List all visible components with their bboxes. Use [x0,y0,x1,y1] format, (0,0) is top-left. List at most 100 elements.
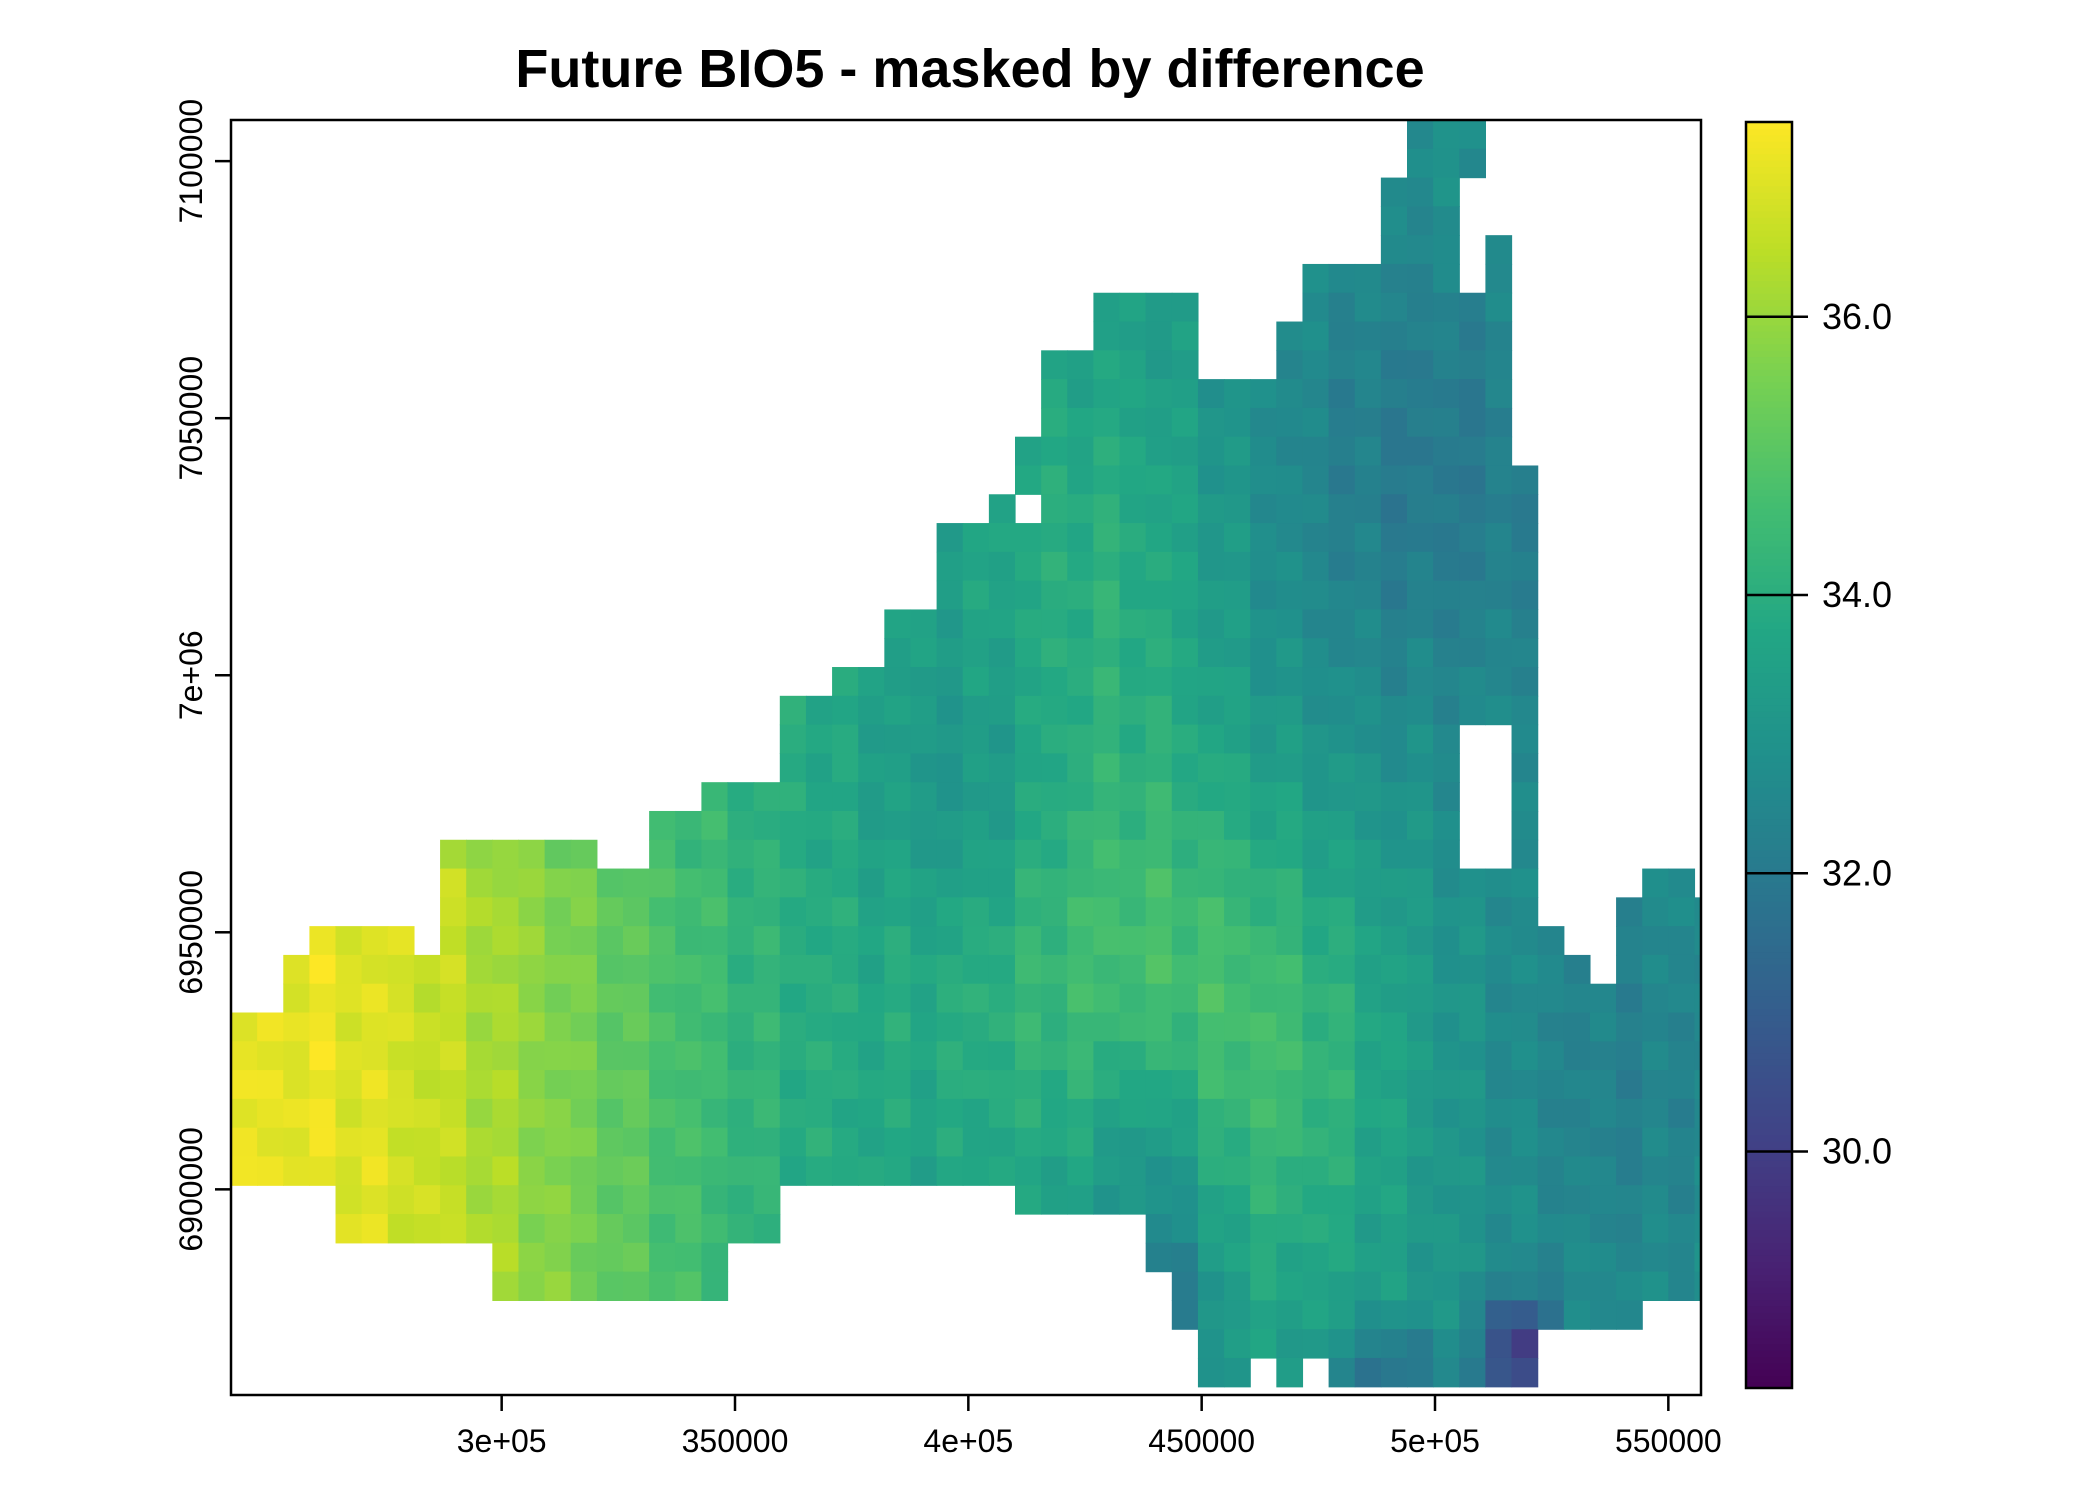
raster-cell [1407,782,1434,812]
raster-cell [1459,1070,1486,1100]
raster-cell [1015,1127,1042,1158]
raster-cell [1276,868,1304,898]
raster-cell [544,954,572,985]
raster-cell [1328,321,1356,351]
raster-cell [988,1070,1016,1100]
raster-cell [1276,609,1304,639]
raster-cell [466,1098,493,1129]
raster-cell [570,1214,598,1244]
raster-cell [1197,1329,1225,1359]
colorbar-segment [1746,577,1792,585]
raster-cell [1171,897,1199,927]
raster-cell [544,1214,572,1244]
raster-cell [283,1127,310,1158]
colorbar-segment [1746,1008,1792,1016]
raster-cell [623,1012,650,1042]
raster-cell [596,1271,624,1301]
raster-cell [1354,1271,1382,1301]
raster-cell [753,1156,781,1186]
raster-cell [1328,897,1356,927]
colorbar-segment [1746,267,1792,275]
raster-cell [623,954,650,985]
raster-cell [1276,436,1304,467]
raster-cell [1354,1329,1382,1359]
raster-cell [1302,1098,1330,1129]
raster-cell [1145,724,1173,754]
colorbar-segment [1746,818,1792,826]
colorbar-segment [1746,1210,1792,1218]
raster-cell [623,1242,650,1273]
raster-cell [1433,839,1460,870]
raster-cell [1433,580,1460,611]
raster-cell [596,1156,624,1186]
raster-cell [779,983,807,1014]
raster-cell [753,868,781,898]
x-tick-label: 3e+05 [457,1423,547,1459]
raster-cell [1328,407,1356,438]
raster-cell [335,954,363,985]
raster-cell [1328,695,1356,726]
raster-cell [1250,436,1277,467]
raster-cell [1433,465,1460,495]
raster-cell [1250,724,1277,754]
raster-cell [1380,292,1408,323]
raster-cell [1302,868,1330,898]
raster-cell [1380,321,1408,351]
raster-cell [1197,897,1225,927]
raster-cell [1145,523,1173,553]
colorbar-segment [1746,216,1792,225]
raster-cell [1511,1329,1539,1359]
raster-cell [466,1012,493,1042]
raster-cell [1224,1098,1251,1129]
raster-cell [570,1098,598,1129]
raster-cell [1328,638,1356,668]
raster-cell [1511,494,1539,524]
raster-cell [832,897,859,927]
raster-cell [1459,321,1486,351]
raster-cell [1276,465,1304,495]
colorbar-segment [1746,894,1792,902]
colorbar-segment [1746,1286,1792,1294]
raster-cell [1119,465,1147,495]
raster-cell [1302,580,1330,611]
raster-cell [832,1041,859,1071]
raster-cell [1485,609,1513,639]
raster-cell [1015,926,1042,956]
raster-cell [1119,983,1147,1014]
raster-cell [1197,695,1225,726]
raster-cell [518,897,546,927]
raster-cell [335,1041,363,1071]
raster-cell [1407,1156,1434,1186]
raster-cell [1537,926,1565,956]
raster-cell [1328,580,1356,611]
colorbar-segment [1746,159,1792,168]
raster-cell [1354,580,1382,611]
raster-cell [1407,1242,1434,1273]
raster-cell [1145,868,1173,898]
raster-cell [727,926,755,956]
raster-cell [257,1098,284,1129]
raster-cell [1224,667,1251,697]
raster-cell [544,897,572,927]
raster-cell [1642,1041,1669,1071]
y-tick-label: 6900000 [173,1127,209,1252]
raster-cell [1250,1185,1277,1215]
raster-cell [1694,1242,1702,1273]
raster-cell [623,897,650,927]
raster-cell [1171,954,1199,985]
raster-cell [1145,897,1173,927]
raster-cell [1302,724,1330,754]
raster-cell [596,1070,624,1100]
colorbar-segment [1746,685,1792,693]
raster-cell [1276,1271,1304,1301]
raster-cell [1407,897,1434,927]
raster-cell [1145,321,1173,351]
colorbar-tick-label: 36.0 [1822,296,1892,337]
raster-cell [1589,1300,1617,1330]
raster-cell [1250,379,1277,409]
colorbar-segment [1746,938,1792,946]
raster-cell [1511,1271,1539,1301]
raster-cell [1433,638,1460,668]
raster-cell [361,926,389,956]
raster-cell [1407,1185,1434,1215]
